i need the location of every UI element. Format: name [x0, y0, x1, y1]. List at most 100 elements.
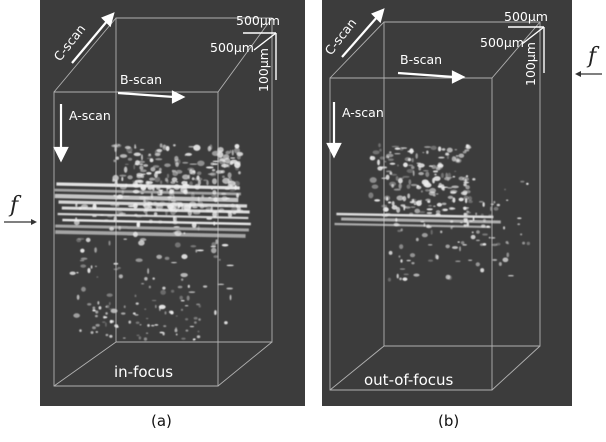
speckle: [159, 180, 163, 185]
speckle: [180, 272, 188, 278]
speckle: [464, 178, 467, 183]
speckle: [151, 324, 155, 327]
speckle: [391, 183, 395, 188]
speckle: [396, 273, 399, 279]
speckle: [95, 330, 99, 334]
speckle: [410, 206, 416, 208]
speckle: [197, 160, 205, 167]
speckle: [490, 206, 492, 212]
speckle: [108, 240, 111, 246]
speckle: [408, 164, 414, 167]
speckle: [147, 201, 153, 206]
speckle: [175, 315, 178, 317]
speckle: [449, 207, 456, 210]
speckle: [456, 159, 460, 163]
speckle: [434, 173, 437, 176]
speckle: [421, 232, 428, 238]
speckle: [145, 317, 149, 320]
speckle: [495, 242, 501, 246]
speckle: [408, 179, 412, 185]
speckle: [135, 215, 142, 218]
speckle: [418, 211, 426, 214]
speckle: [92, 309, 96, 312]
speckle: [193, 144, 201, 151]
speckle: [174, 169, 176, 173]
focal-label-b: f: [588, 44, 597, 69]
speckle: [127, 205, 135, 208]
speckle: [423, 182, 432, 188]
speckle: [425, 198, 431, 202]
b-scan-arrow: [397, 70, 466, 84]
speckle: [141, 282, 145, 285]
speckle: [410, 183, 418, 187]
speckle: [135, 302, 139, 305]
speckle: [147, 154, 152, 157]
speckle: [112, 178, 115, 183]
speckle: [411, 165, 415, 170]
speckle: [215, 239, 219, 245]
speckle: [402, 277, 408, 281]
speckle: [180, 300, 185, 302]
speckle: [148, 153, 152, 156]
speckle-streak: [54, 188, 241, 196]
speckle: [190, 245, 197, 248]
speckle: [429, 187, 436, 194]
volume-box: [329, 21, 541, 391]
speckle: [447, 195, 454, 200]
volume-panel-out-of-focus: C-scan B-scan A-scan 500µm 500µm 100µm o…: [322, 0, 572, 406]
speckle: [213, 197, 219, 203]
speckle: [451, 199, 456, 203]
speckle: [426, 150, 429, 155]
speckle: [94, 247, 97, 253]
speckle: [387, 158, 394, 161]
speckle: [472, 216, 475, 221]
speckle: [388, 201, 392, 204]
speckle: [445, 172, 448, 179]
b-scan-arrow: [117, 90, 186, 104]
speckle: [210, 247, 217, 254]
speckle: [175, 181, 179, 183]
speckle: [193, 338, 196, 341]
speckle: [226, 264, 234, 267]
speckle: [391, 145, 400, 148]
speckle: [415, 237, 419, 242]
speckle: [170, 209, 176, 216]
speckle: [399, 147, 404, 151]
speckle: [165, 145, 170, 152]
speckle: [79, 259, 85, 262]
speckle: [504, 188, 506, 191]
speckle: [520, 180, 525, 183]
speckle: [385, 212, 391, 215]
speckle: [377, 159, 380, 166]
speckle: [233, 210, 239, 213]
speckle-streak: [57, 212, 249, 220]
speckle: [455, 260, 461, 263]
speckle: [119, 154, 128, 158]
speckle: [412, 170, 415, 177]
speckle: [194, 321, 197, 324]
speckle: [106, 293, 113, 297]
speckle: [476, 230, 480, 234]
speckle: [403, 162, 408, 168]
speckle: [463, 183, 467, 187]
speckle: [185, 180, 188, 186]
scale-bar: [243, 32, 277, 80]
speckle: [170, 289, 175, 293]
speckle: [409, 253, 416, 258]
speckle: [237, 206, 241, 212]
a-scan-arrow: [53, 104, 69, 163]
speckle: [121, 189, 125, 196]
c-scan-label: C-scan: [322, 15, 359, 58]
speckle: [73, 220, 80, 226]
speckle: [451, 185, 459, 189]
volume-panel-in-focus: C-scan B-scan A-scan 500µm 500µm 100µm i…: [40, 0, 305, 406]
speckle: [236, 193, 240, 198]
speckle: [141, 173, 146, 175]
speckle: [85, 237, 91, 243]
speckle: [399, 268, 406, 270]
speckle: [517, 223, 521, 226]
a-scan-arrow: [326, 102, 342, 159]
speckle: [182, 174, 190, 180]
speckle: [480, 268, 485, 273]
speckle: [150, 166, 156, 172]
